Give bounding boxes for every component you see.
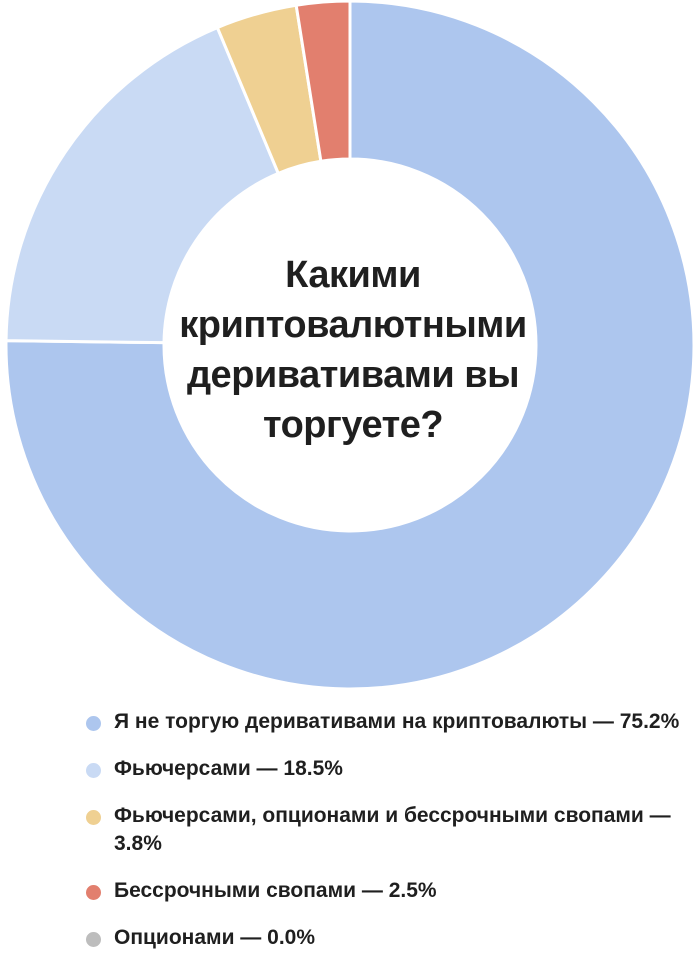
legend-label-futures: Фьючерсами — 18.5% <box>114 757 343 780</box>
legend-swatch-perpetual-swaps <box>86 885 101 900</box>
chart-legend: Я не торгую деривативами на криптовалюты… <box>86 708 686 971</box>
legend-swatch-no-derivatives <box>86 716 101 731</box>
donut-chart-svg <box>4 0 696 691</box>
slice-perpetual-swaps <box>294 0 352 164</box>
chart-title: Какими криптовалютными деривативами вы т… <box>179 254 527 446</box>
slice-no-derivatives <box>4 0 696 691</box>
legend-label-options: Опционами — 0.0% <box>114 926 316 949</box>
legend-swatch-futures <box>86 763 101 778</box>
legend-label-no-derivatives: Я не торгую деривативами на криптовалюты… <box>114 710 680 733</box>
legend-swatch-futures-options-swaps <box>86 810 101 825</box>
legend-label-futures-options-swaps: Фьючерсами, опционами и бессрочными своп… <box>114 804 671 855</box>
legend-item-futures-options-swaps: Фьючерсами, опционами и бессрочными своп… <box>86 802 686 858</box>
legend-label-perpetual-swaps: Бессрочными свопами — 2.5% <box>114 879 437 902</box>
donut-chart: Какими криптовалютными деривативами вы т… <box>4 0 696 691</box>
legend-item-futures: Фьючерсами — 18.5% <box>86 755 686 783</box>
legend-item-options: Опционами — 0.0% <box>86 924 686 952</box>
slice-futures <box>4 25 281 345</box>
legend-item-perpetual-swaps: Бессрочными свопами — 2.5% <box>86 877 686 905</box>
legend-item-no-derivatives: Я не торгую деривативами на криптовалюты… <box>86 708 686 736</box>
legend-swatch-options <box>86 932 101 947</box>
